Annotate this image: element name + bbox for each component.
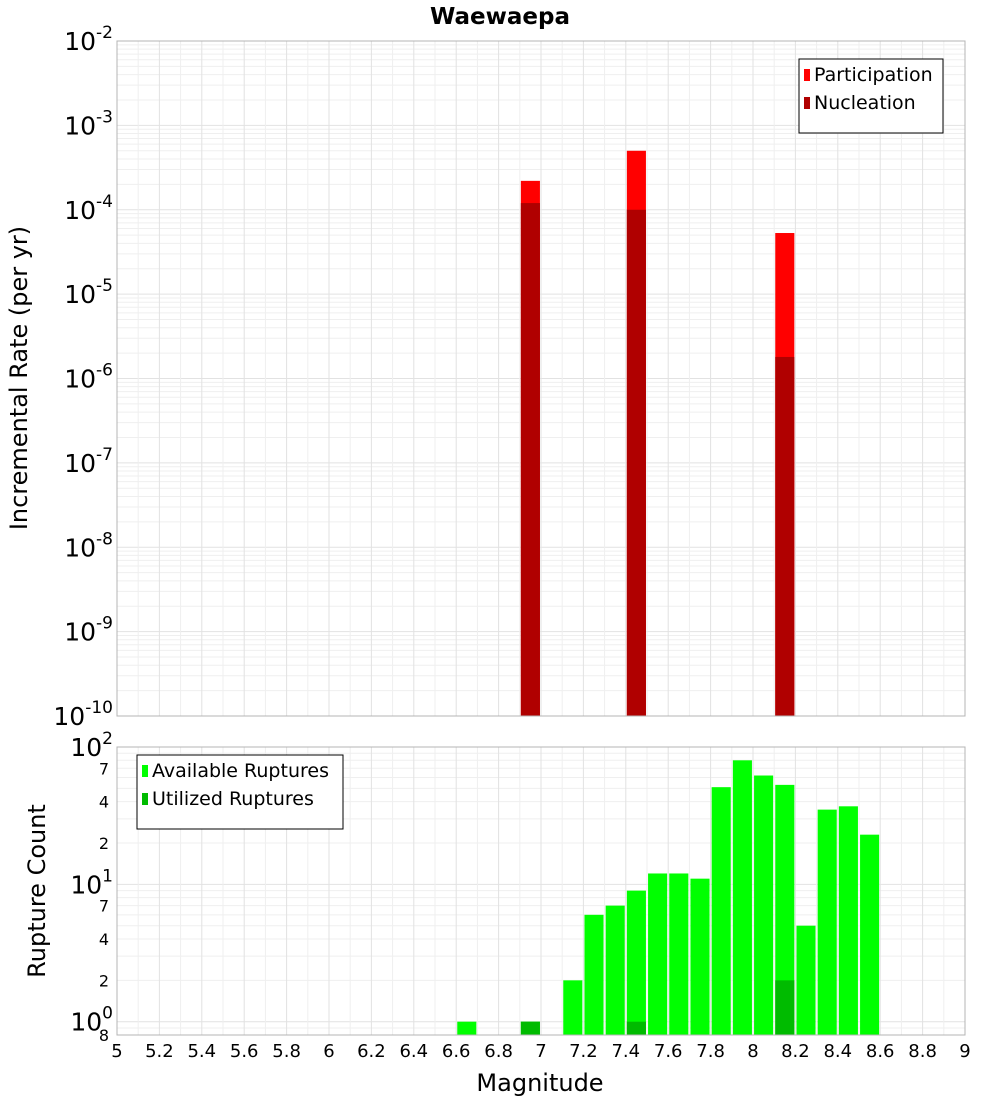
bottom-x-tick-label: 6	[323, 1041, 334, 1062]
bottom-legend-swatch	[142, 793, 148, 805]
bottom-x-tick-label: 7	[535, 1041, 546, 1062]
bottom-bar	[669, 873, 689, 1035]
bottom-y-minor-tick-label: 2	[99, 834, 109, 853]
bottom-y-minor-tick-label: 7	[99, 759, 109, 778]
bottom-x-tick-label: 6.6	[442, 1041, 471, 1062]
bottom-series-0	[457, 760, 880, 1035]
bottom-bar	[796, 925, 816, 1035]
bottom-bar	[626, 890, 646, 1035]
bottom-x-tick-label: 8	[747, 1041, 758, 1062]
bottom-y-axis-label: Rupture Count	[23, 804, 51, 978]
top-bar	[520, 203, 540, 716]
top-plot-frame	[116, 40, 966, 717]
top-legend-swatch	[804, 97, 810, 109]
bottom-y-tick-labels: 100 101 102 8 2 4 7 2 4 7	[70, 729, 113, 1045]
bottom-bar	[605, 905, 625, 1035]
bottom-x-tick-label: 5.4	[187, 1041, 216, 1062]
bottom-x-tick-label: 5.6	[230, 1041, 259, 1062]
bottom-bar	[520, 1021, 540, 1035]
bottom-x-tick-label: 5.2	[145, 1041, 174, 1062]
top-series-1	[520, 203, 795, 716]
bottom-bar	[563, 980, 583, 1035]
top-bar	[775, 356, 795, 716]
bottom-y-minor-tick-label: 8	[99, 1026, 109, 1045]
bottom-bar	[775, 980, 795, 1035]
bottom-x-tick-label: 8.4	[823, 1041, 852, 1062]
top-legend-entry: Nucleation	[814, 92, 916, 114]
bottom-x-tick-label: 7.6	[654, 1041, 683, 1062]
bottom-legend: Available Ruptures Utilized Ruptures	[136, 754, 344, 830]
chart-title: Waewaepa	[430, 4, 570, 30]
bottom-y-minor-tick-label: 4	[99, 930, 109, 949]
top-y-tick-label: 10-4	[64, 192, 113, 225]
bottom-bar	[732, 760, 752, 1035]
bottom-bar	[860, 834, 880, 1035]
bottom-x-tick-label: 6.4	[399, 1041, 428, 1062]
bottom-bar	[711, 787, 731, 1035]
x-axis-label: Magnitude	[476, 1069, 603, 1097]
bottom-y-tick-label: 100	[70, 1004, 113, 1037]
bottom-bar	[584, 914, 604, 1035]
bottom-x-tick-label: 9	[959, 1041, 970, 1062]
top-y-tick-label: 10-6	[64, 361, 113, 394]
top-legend-entry: Participation	[814, 64, 933, 86]
top-y-tick-label: 10-2	[64, 23, 113, 56]
bottom-x-tick-label: 8.6	[866, 1041, 895, 1062]
bottom-x-tick-label: 6.8	[484, 1041, 513, 1062]
bottom-bar	[838, 806, 858, 1035]
bottom-bar	[817, 809, 837, 1035]
bottom-y-tick-label: 101	[70, 866, 113, 899]
bottom-x-tick-label: 7.2	[569, 1041, 598, 1062]
bottom-bar	[648, 873, 668, 1035]
bottom-y-tick-label: 102	[70, 729, 113, 762]
top-y-tick-label: 10-7	[64, 445, 113, 478]
bottom-series-1	[520, 980, 795, 1035]
top-legend-swatch	[804, 69, 810, 81]
bottom-x-tick-label: 5.8	[272, 1041, 301, 1062]
bottom-bar	[457, 1021, 477, 1035]
top-legend: Participation Nucleation	[798, 58, 944, 134]
top-y-tick-label: 10-8	[64, 529, 113, 562]
top-y-tick-label: 10-5	[64, 276, 113, 309]
bottom-x-tick-label: 6.2	[357, 1041, 386, 1062]
bottom-legend-entry: Utilized Ruptures	[152, 788, 314, 810]
bottom-legend-entry: Available Ruptures	[152, 760, 329, 782]
top-y-tick-label: 10-10	[53, 698, 113, 731]
top-y-tick-labels: 10-10 10-9 10-8 10-7 10-6 10-5 10-4 10-3 10-2	[53, 23, 113, 731]
bottom-bar	[626, 1021, 646, 1035]
bottom-y-minor-tick-label: 4	[99, 793, 109, 812]
bottom-x-tick-label: 7.4	[611, 1041, 640, 1062]
top-legend-box	[798, 58, 944, 134]
bottom-bar	[754, 775, 774, 1035]
bottom-bar	[775, 784, 795, 1035]
top-grid	[116, 40, 966, 717]
bottom-bars	[457, 760, 880, 1035]
bottom-x-tick-label: 8.8	[908, 1041, 937, 1062]
bottom-x-tick-label: 5	[111, 1041, 122, 1062]
top-bars	[520, 150, 795, 716]
bottom-y-minor-tick-label: 7	[99, 897, 109, 916]
bottom-legend-box	[136, 754, 344, 830]
top-y-tick-label: 10-9	[64, 614, 113, 647]
bottom-plot-frame	[116, 746, 966, 1036]
bottom-legend-swatch	[142, 765, 148, 777]
bottom-x-tick-label: 7.8	[696, 1041, 725, 1062]
top-y-axis-label: Incremental Rate (per yr)	[5, 226, 33, 530]
bottom-bar	[690, 878, 710, 1035]
bottom-x-tick-label: 8.2	[781, 1041, 810, 1062]
bottom-x-tick-labels: 5 5.2 5.4 5.6 5.8 6 6.2 6.4 6.6 6.8 7 7.2 7.4 7.6 7.8 8…	[111, 1041, 970, 1062]
top-bar	[626, 209, 646, 716]
top-y-tick-label: 10-3	[64, 107, 113, 140]
bottom-y-minor-tick-label: 2	[99, 971, 109, 990]
